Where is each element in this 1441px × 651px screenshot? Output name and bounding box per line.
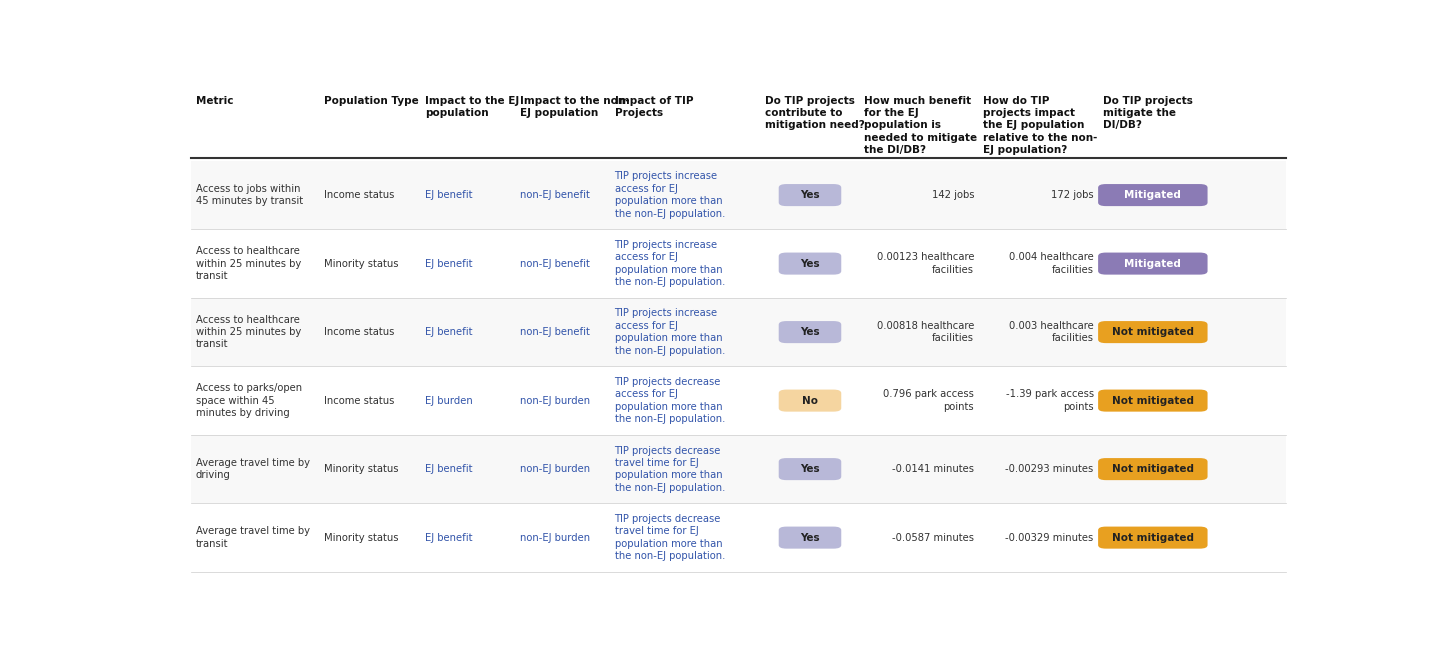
FancyBboxPatch shape [1098,527,1208,549]
Text: Population Type: Population Type [324,96,419,105]
Text: Minority status: Minority status [324,533,399,543]
Text: Do TIP projects
mitigate the
DI/DB?: Do TIP projects mitigate the DI/DB? [1102,96,1193,130]
Text: 0.00123 healthcare
facilities: 0.00123 healthcare facilities [876,253,974,275]
Text: Income status: Income status [324,327,395,337]
Text: Average travel time by
transit: Average travel time by transit [196,527,310,549]
FancyBboxPatch shape [192,367,1285,435]
Text: Access to healthcare
within 25 minutes by
transit: Access to healthcare within 25 minutes b… [196,246,301,281]
Text: EJ benefit: EJ benefit [425,533,473,543]
Text: TIP projects increase
access for EJ
population more than
the non-EJ population.: TIP projects increase access for EJ popu… [614,240,725,287]
Text: Minority status: Minority status [324,464,399,474]
Text: Impact to the EJ
population: Impact to the EJ population [425,96,519,118]
Text: 0.003 healthcare
facilities: 0.003 healthcare facilities [1009,321,1094,343]
Text: Access to jobs within
45 minutes by transit: Access to jobs within 45 minutes by tran… [196,184,303,206]
Text: -0.00329 minutes: -0.00329 minutes [1006,533,1094,543]
Text: 0.796 park access
points: 0.796 park access points [883,389,974,412]
FancyBboxPatch shape [778,527,842,549]
Text: -1.39 park access
points: -1.39 park access points [1006,389,1094,412]
FancyBboxPatch shape [1098,253,1208,275]
Text: EJ benefit: EJ benefit [425,258,473,269]
FancyBboxPatch shape [192,435,1285,503]
FancyBboxPatch shape [778,389,842,411]
Text: -0.00293 minutes: -0.00293 minutes [1006,464,1094,474]
Text: Yes: Yes [800,190,820,200]
Text: Not mitigated: Not mitigated [1112,396,1193,406]
FancyBboxPatch shape [192,298,1285,367]
Text: TIP projects increase
access for EJ
population more than
the non-EJ population.: TIP projects increase access for EJ popu… [614,309,725,355]
Text: EJ burden: EJ burden [425,396,473,406]
Text: Impact to the non-
EJ population: Impact to the non- EJ population [520,96,630,118]
Text: TIP projects decrease
access for EJ
population more than
the non-EJ population.: TIP projects decrease access for EJ popu… [614,377,725,424]
Text: 0.00818 healthcare
facilities: 0.00818 healthcare facilities [876,321,974,343]
Text: Average travel time by
driving: Average travel time by driving [196,458,310,480]
FancyBboxPatch shape [1098,458,1208,480]
Text: Minority status: Minority status [324,258,399,269]
Text: non-EJ benefit: non-EJ benefit [520,327,589,337]
Text: Yes: Yes [800,258,820,269]
Text: 172 jobs: 172 jobs [1050,190,1094,200]
FancyBboxPatch shape [192,161,1285,229]
Text: Access to parks/open
space within 45
minutes by driving: Access to parks/open space within 45 min… [196,383,301,418]
FancyBboxPatch shape [778,458,842,480]
Text: -0.0587 minutes: -0.0587 minutes [892,533,974,543]
Text: TIP projects decrease
travel time for EJ
population more than
the non-EJ populat: TIP projects decrease travel time for EJ… [614,445,725,493]
Text: Access to healthcare
within 25 minutes by
transit: Access to healthcare within 25 minutes b… [196,314,301,350]
FancyBboxPatch shape [778,253,842,275]
Text: TIP projects decrease
travel time for EJ
population more than
the non-EJ populat: TIP projects decrease travel time for EJ… [614,514,725,561]
Text: Yes: Yes [800,464,820,474]
Text: non-EJ burden: non-EJ burden [520,464,589,474]
FancyBboxPatch shape [1098,321,1208,343]
FancyBboxPatch shape [1098,184,1208,206]
Text: Not mitigated: Not mitigated [1112,327,1193,337]
Text: Not mitigated: Not mitigated [1112,533,1193,543]
Text: TIP projects increase
access for EJ
population more than
the non-EJ population.: TIP projects increase access for EJ popu… [614,171,725,219]
FancyBboxPatch shape [192,503,1285,572]
FancyBboxPatch shape [778,184,842,206]
Text: Mitigated: Mitigated [1124,190,1182,200]
Text: non-EJ burden: non-EJ burden [520,396,589,406]
Text: No: No [803,396,818,406]
Text: Metric: Metric [196,96,233,105]
Text: EJ benefit: EJ benefit [425,327,473,337]
Text: Impact of TIP
Projects: Impact of TIP Projects [614,96,693,118]
Text: non-EJ benefit: non-EJ benefit [520,190,589,200]
Text: 0.004 healthcare
facilities: 0.004 healthcare facilities [1009,253,1094,275]
FancyBboxPatch shape [1098,389,1208,411]
Text: Income status: Income status [324,396,395,406]
FancyBboxPatch shape [192,229,1285,298]
Text: EJ benefit: EJ benefit [425,464,473,474]
Text: non-EJ burden: non-EJ burden [520,533,589,543]
Text: Do TIP projects
contribute to
mitigation need?: Do TIP projects contribute to mitigation… [765,96,865,130]
Text: Yes: Yes [800,327,820,337]
Text: -0.0141 minutes: -0.0141 minutes [892,464,974,474]
FancyBboxPatch shape [778,321,842,343]
Text: Mitigated: Mitigated [1124,258,1182,269]
Text: EJ benefit: EJ benefit [425,190,473,200]
Text: Not mitigated: Not mitigated [1112,464,1193,474]
Text: How do TIP
projects impact
the EJ population
relative to the non-
EJ population?: How do TIP projects impact the EJ popula… [983,96,1098,156]
Text: non-EJ benefit: non-EJ benefit [520,258,589,269]
Text: 142 jobs: 142 jobs [932,190,974,200]
Text: Income status: Income status [324,190,395,200]
Text: Yes: Yes [800,533,820,543]
Text: How much benefit
for the EJ
population is
needed to mitigate
the DI/DB?: How much benefit for the EJ population i… [863,96,977,156]
